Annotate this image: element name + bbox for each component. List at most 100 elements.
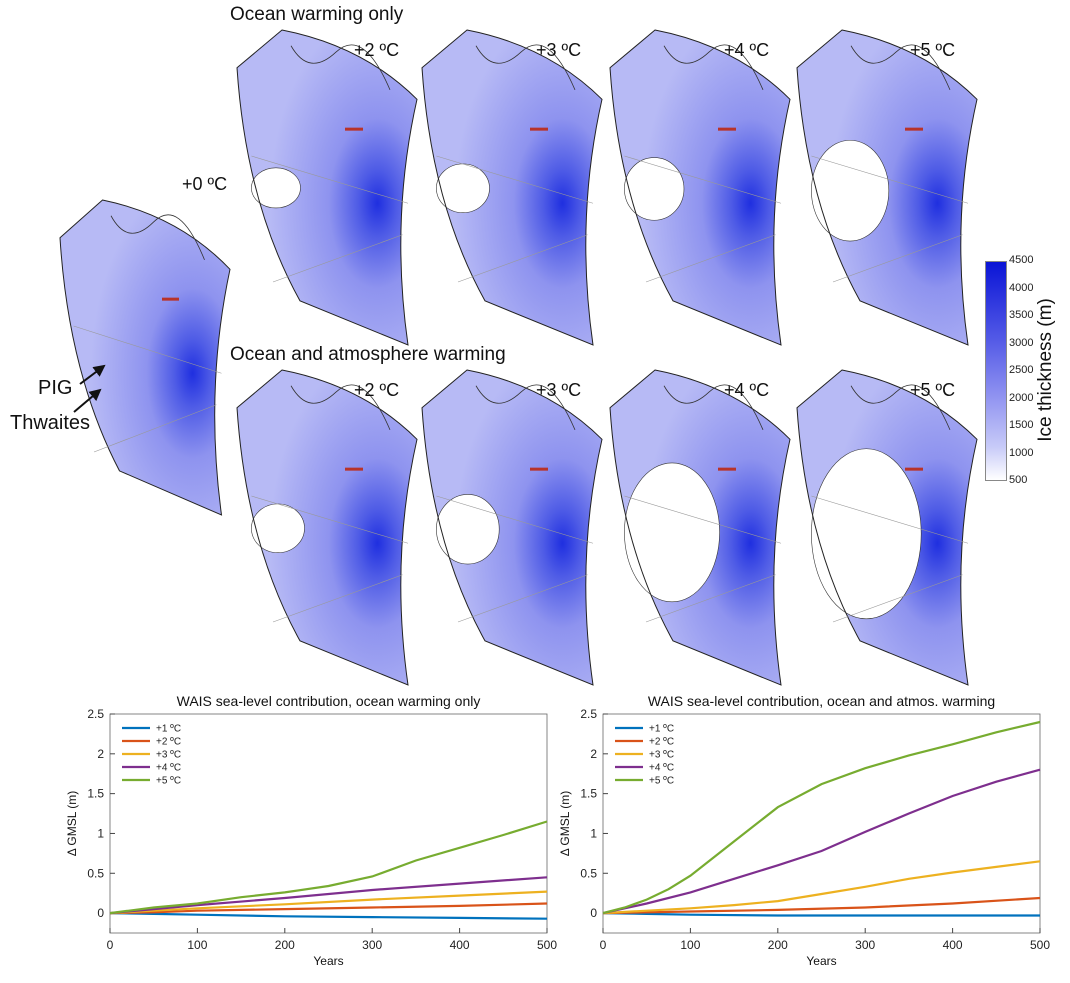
legend-label: +3 ºC — [156, 750, 181, 761]
x-tick-label: 100 — [680, 938, 700, 952]
map-ocean-2-graticule — [436, 155, 594, 204]
map-ocean-3-ice — [610, 30, 790, 345]
map-ocean-2-ice — [422, 30, 602, 345]
series-line-2c — [109, 902, 548, 915]
series-line-4c — [109, 876, 548, 915]
series-line-4c — [602, 768, 1041, 915]
map-baseline-graticule — [93, 404, 217, 453]
map-ocean-4 — [796, 29, 978, 346]
y-tick-label: 2.5 — [87, 707, 104, 721]
map-ocean-1-ice-shelf-mark — [345, 127, 363, 131]
colorbar-tick-label: 500 — [1009, 474, 1028, 486]
map-ocean-3-graticule — [624, 155, 782, 204]
map-both-1-graticule — [272, 574, 403, 623]
map-ocean-3-ice-shelf-mark — [718, 127, 736, 131]
map-baseline — [59, 199, 231, 516]
map-both-3-graticule — [645, 574, 776, 623]
y-axis-label: Δ GMSL (m) — [65, 791, 79, 857]
y-tick-label: 2.5 — [580, 707, 597, 721]
map-ocean-4-outline — [796, 29, 978, 346]
x-tick-label: 400 — [450, 938, 470, 952]
legend-label: +5 ºC — [649, 776, 674, 787]
colorbar-tick-label: 4500 — [1009, 254, 1034, 266]
map-both-1 — [236, 369, 418, 686]
annotation-arrows — [73, 364, 106, 413]
colorbar-tick-label: 4000 — [1009, 281, 1034, 294]
map-baseline-ice-shelf-mark — [162, 297, 179, 301]
map-both-2-outline — [421, 369, 603, 686]
map-baseline-ice — [60, 200, 230, 515]
map-label-both-2: +3 ºC — [536, 380, 582, 400]
series-line-3c — [602, 860, 1041, 915]
map-baseline-coastline — [110, 214, 205, 261]
map-ocean-2-retreat — [436, 163, 490, 214]
chart-ocean-atmos: WAIS sea-level contribution, ocean and a… — [558, 693, 1050, 968]
colorbar — [985, 261, 1007, 481]
map-ocean-1-graticule — [272, 234, 403, 283]
y-tick-label: 1 — [590, 826, 597, 840]
map-ocean-1-retreat — [251, 167, 301, 209]
legend-label: +5 ºC — [156, 776, 181, 787]
map-both-1-coastline — [290, 384, 391, 431]
map-both-3-outline — [609, 369, 791, 686]
series-line-3c — [109, 890, 548, 915]
map-baseline-graticule — [73, 325, 222, 374]
y-tick-label: 0.5 — [87, 866, 104, 880]
series-line-1c — [602, 912, 1040, 917]
map-ocean-2-graticule — [457, 234, 588, 283]
y-tick-label: 0.5 — [580, 866, 597, 880]
y-tick-label: 2 — [97, 747, 104, 761]
map-ocean-1-outline — [236, 29, 418, 346]
map-ocean-4-ice-shelf-mark — [905, 127, 923, 131]
x-tick-label: 200 — [768, 938, 788, 952]
x-tick-label: 200 — [275, 938, 295, 952]
map-both-4-graticule — [811, 495, 969, 544]
legend-label: +2 ºC — [156, 737, 181, 748]
x-axis-label: Years — [313, 954, 343, 968]
chart-ocean-only: WAIS sea-level contribution, ocean warmi… — [65, 693, 557, 968]
colorbar-title: Ice thickness (m) — [1035, 298, 1056, 442]
colorbar-tick-label: 1500 — [1009, 419, 1034, 431]
map-ocean-3-outline — [609, 29, 791, 346]
y-tick-label: 2 — [590, 747, 597, 761]
map-both-1-graticule — [251, 495, 409, 544]
x-tick-label: 300 — [362, 938, 382, 952]
chart-title: WAIS sea-level contribution, ocean and a… — [648, 693, 995, 709]
colorbar-tick-label: 2500 — [1009, 364, 1034, 376]
map-label-both-3: +4 ºC — [724, 380, 770, 400]
plot-area — [109, 713, 548, 934]
map-ocean-2-coastline — [475, 44, 576, 91]
chart-title: WAIS sea-level contribution, ocean warmi… — [177, 693, 481, 709]
map-ocean-1-ice — [237, 30, 417, 345]
section-title-ocean: Ocean warming only — [230, 4, 404, 25]
x-tick-label: 0 — [600, 938, 607, 952]
map-ocean-1 — [236, 29, 418, 346]
thwaites-label: Thwaites — [10, 412, 91, 434]
map-label-both-1: +2 ºC — [354, 380, 400, 400]
y-tick-label: 1 — [97, 826, 104, 840]
map-ocean-2-outline — [421, 29, 603, 346]
map-both-1-ice — [237, 370, 417, 685]
map-ocean-1-coastline — [290, 44, 391, 91]
colorbar-ticks: 4500 4000 3500 3000 2500 2000 1500 1000 500 — [1009, 254, 1049, 486]
map-both-4 — [796, 369, 978, 686]
map-both-1-retreat — [251, 503, 305, 553]
map-ocean-3 — [609, 29, 791, 346]
map-label-baseline: +0 ºC — [182, 174, 228, 194]
colorbar-tick-label: 3500 — [1009, 309, 1034, 321]
legend-label: +1 ºC — [649, 724, 674, 735]
map-label-ocean-3: +4 ºC — [724, 40, 770, 60]
map-ocean-3-retreat — [624, 157, 685, 221]
y-tick-label: 1.5 — [87, 787, 104, 801]
map-both-4-graticule — [832, 574, 963, 623]
map-ocean-4-retreat — [811, 139, 890, 242]
map-both-2-ice — [422, 370, 602, 685]
y-tick-label: 0 — [590, 906, 597, 920]
series-line-1c — [109, 912, 548, 920]
x-tick-label: 0 — [107, 938, 114, 952]
map-both-2 — [421, 369, 603, 686]
map-ocean-4-graticule — [811, 155, 969, 204]
map-ocean-4-graticule — [832, 234, 963, 283]
map-ocean-2 — [421, 29, 603, 346]
map-both-2-graticule — [436, 495, 594, 544]
